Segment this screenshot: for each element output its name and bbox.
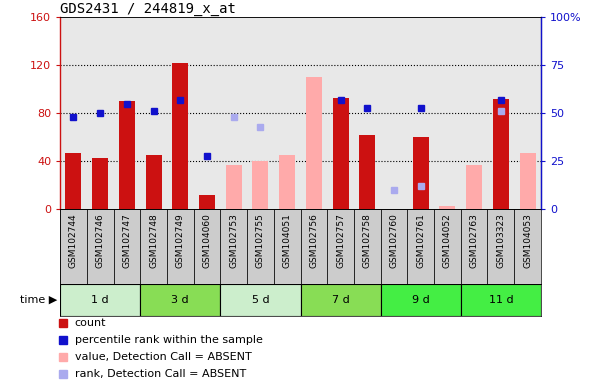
- Bar: [66, 153, 82, 209]
- Text: GSM102748: GSM102748: [149, 213, 158, 268]
- Text: percentile rank within the sample: percentile rank within the sample: [75, 335, 263, 345]
- Bar: [327, 209, 354, 284]
- Text: GSM102763: GSM102763: [469, 213, 478, 268]
- Bar: [172, 63, 188, 209]
- Bar: [274, 209, 300, 284]
- Bar: [413, 137, 429, 209]
- Text: GSM102755: GSM102755: [256, 213, 265, 268]
- Text: GSM102747: GSM102747: [123, 213, 132, 268]
- Bar: [380, 284, 461, 316]
- Text: 7 d: 7 d: [332, 295, 349, 305]
- Bar: [493, 99, 509, 209]
- Bar: [300, 284, 380, 316]
- Text: GSM102756: GSM102756: [310, 213, 319, 268]
- Bar: [300, 209, 327, 284]
- Text: GSM102744: GSM102744: [69, 213, 78, 268]
- Bar: [439, 206, 456, 209]
- Text: GSM102758: GSM102758: [363, 213, 372, 268]
- Bar: [114, 209, 140, 284]
- Text: GSM102749: GSM102749: [176, 213, 185, 268]
- Bar: [60, 284, 140, 316]
- Bar: [332, 98, 349, 209]
- Text: 9 d: 9 d: [412, 295, 430, 305]
- Text: GDS2431 / 244819_x_at: GDS2431 / 244819_x_at: [60, 2, 236, 16]
- Bar: [306, 77, 322, 209]
- Bar: [60, 209, 87, 284]
- Bar: [519, 153, 535, 209]
- Bar: [221, 284, 300, 316]
- Bar: [221, 209, 247, 284]
- Text: count: count: [75, 318, 106, 328]
- Bar: [461, 284, 541, 316]
- Bar: [487, 209, 514, 284]
- Bar: [252, 161, 269, 209]
- Text: time ▶: time ▶: [20, 295, 57, 305]
- Text: GSM104051: GSM104051: [282, 213, 291, 268]
- Bar: [434, 209, 461, 284]
- Text: GSM102761: GSM102761: [416, 213, 425, 268]
- Text: GSM102753: GSM102753: [229, 213, 238, 268]
- Text: 11 d: 11 d: [489, 295, 513, 305]
- Bar: [279, 155, 295, 209]
- Bar: [359, 135, 375, 209]
- Bar: [140, 209, 167, 284]
- Bar: [380, 209, 407, 284]
- Text: value, Detection Call = ABSENT: value, Detection Call = ABSENT: [75, 352, 251, 362]
- Text: 3 d: 3 d: [171, 295, 189, 305]
- Bar: [167, 209, 194, 284]
- Bar: [140, 284, 221, 316]
- Bar: [514, 209, 541, 284]
- Bar: [145, 155, 162, 209]
- Bar: [87, 209, 114, 284]
- Bar: [354, 209, 380, 284]
- Bar: [194, 209, 221, 284]
- Text: 1 d: 1 d: [91, 295, 109, 305]
- Bar: [407, 209, 434, 284]
- Bar: [226, 165, 242, 209]
- Text: GSM104052: GSM104052: [443, 213, 452, 268]
- Text: GSM102746: GSM102746: [96, 213, 105, 268]
- Text: GSM104060: GSM104060: [203, 213, 212, 268]
- Bar: [92, 158, 108, 209]
- Bar: [466, 165, 482, 209]
- Text: GSM103323: GSM103323: [496, 213, 505, 268]
- Bar: [199, 195, 215, 209]
- Text: rank, Detection Call = ABSENT: rank, Detection Call = ABSENT: [75, 369, 246, 379]
- Bar: [461, 209, 487, 284]
- Text: GSM102757: GSM102757: [336, 213, 345, 268]
- Text: GSM102760: GSM102760: [389, 213, 398, 268]
- Bar: [247, 209, 274, 284]
- Text: GSM104053: GSM104053: [523, 213, 532, 268]
- Text: 5 d: 5 d: [252, 295, 269, 305]
- Bar: [119, 101, 135, 209]
